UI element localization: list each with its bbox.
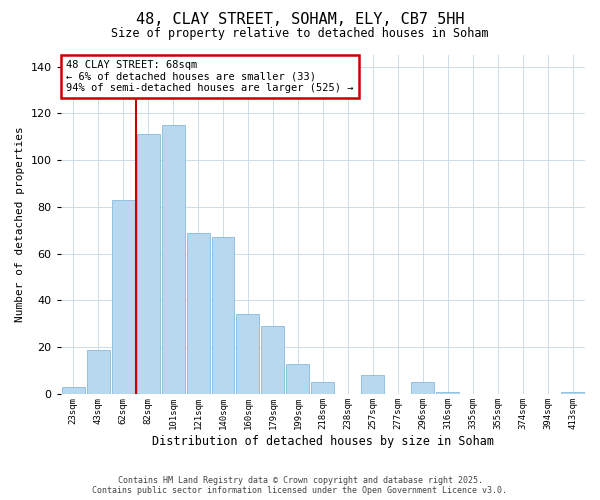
Bar: [561, 392, 584, 394]
Text: Contains HM Land Registry data © Crown copyright and database right 2025.
Contai: Contains HM Land Registry data © Crown c…: [92, 476, 508, 495]
Bar: [236, 314, 259, 394]
Y-axis label: Number of detached properties: Number of detached properties: [15, 126, 25, 322]
Bar: [62, 387, 85, 394]
Bar: [112, 200, 134, 394]
Bar: [187, 232, 209, 394]
Bar: [361, 375, 384, 394]
Text: 48, CLAY STREET, SOHAM, ELY, CB7 5HH: 48, CLAY STREET, SOHAM, ELY, CB7 5HH: [136, 12, 464, 28]
Bar: [161, 125, 185, 394]
Bar: [262, 326, 284, 394]
Bar: [86, 350, 110, 394]
Bar: [212, 238, 235, 394]
Bar: [411, 382, 434, 394]
Bar: [137, 134, 160, 394]
X-axis label: Distribution of detached houses by size in Soham: Distribution of detached houses by size …: [152, 434, 494, 448]
Text: Size of property relative to detached houses in Soham: Size of property relative to detached ho…: [111, 28, 489, 40]
Bar: [311, 382, 334, 394]
Text: 48 CLAY STREET: 68sqm
← 6% of detached houses are smaller (33)
94% of semi-detac: 48 CLAY STREET: 68sqm ← 6% of detached h…: [66, 60, 353, 94]
Bar: [436, 392, 459, 394]
Bar: [286, 364, 310, 394]
